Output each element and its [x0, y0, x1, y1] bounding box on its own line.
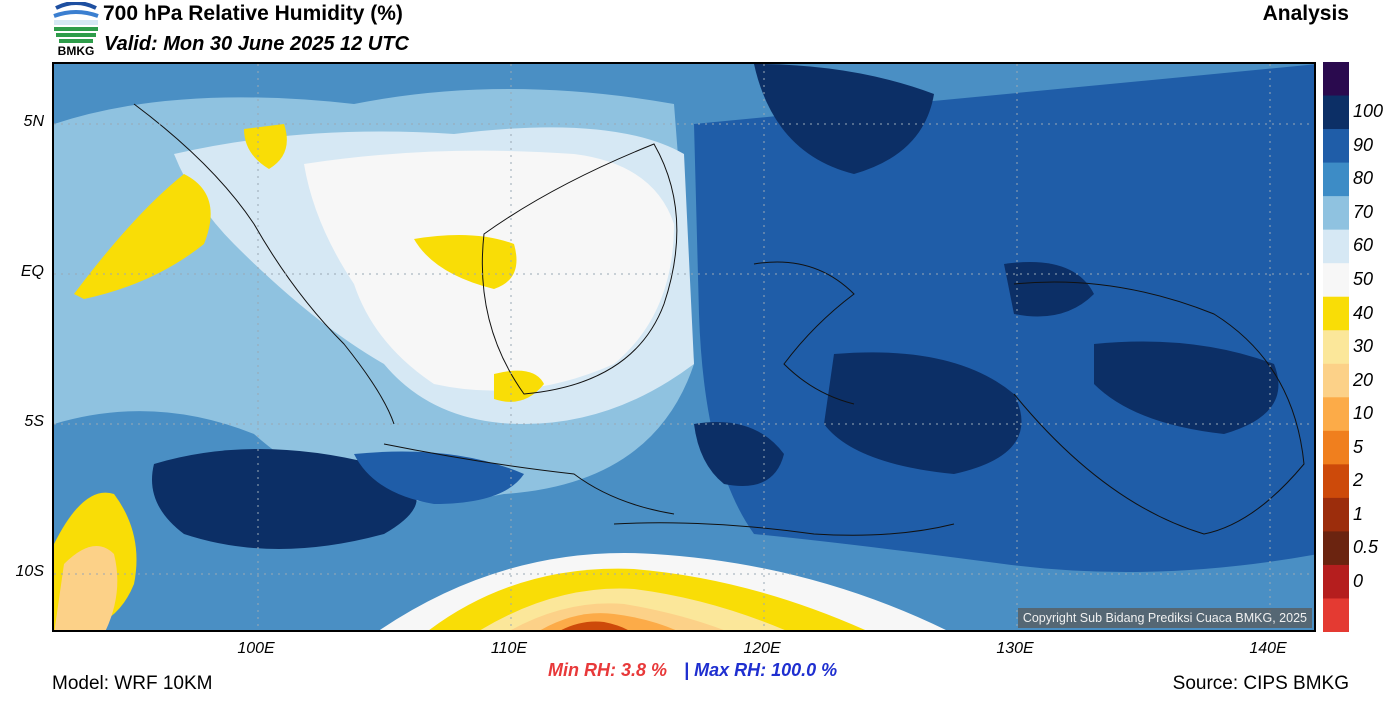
- lon-label-130e: 130E: [996, 640, 1034, 657]
- colorbar-swatch: [1323, 129, 1349, 164]
- colorbar-swatch: [1323, 397, 1349, 432]
- colorbar-label: 100: [1353, 101, 1384, 122]
- colorbar-swatch: [1323, 62, 1349, 97]
- colorbar-label: 40: [1353, 302, 1374, 323]
- source-label: Source: CIPS BMKG: [1172, 673, 1349, 694]
- colorbar-label: 5: [1353, 436, 1364, 457]
- colorbar-label: 30: [1353, 336, 1374, 356]
- colorbar-label: 2: [1353, 470, 1364, 491]
- map-title: 700 hPa Relative Humidity (%): [103, 2, 403, 25]
- min-max-rh: Min RH: 3.8 % | Max RH: 100.0 %: [548, 660, 837, 681]
- colorbar-swatch: [1323, 464, 1349, 499]
- analysis-label: Analysis: [1262, 2, 1349, 25]
- valid-time: Valid: Mon 30 June 2025 12 UTC: [104, 33, 409, 55]
- max-rh: Max RH: 100.0 %: [694, 660, 838, 680]
- lon-label-100e: 100E: [237, 640, 275, 657]
- logo-text: BMKG: [57, 44, 95, 58]
- colorbar-label: 0: [1353, 570, 1364, 591]
- colorbar-swatch: [1323, 196, 1349, 231]
- colorbar-label: 90: [1353, 134, 1374, 155]
- lat-label-5n: 5N: [23, 113, 44, 130]
- colorbar-swatch: [1323, 363, 1349, 398]
- colorbar-swatch: [1323, 598, 1349, 633]
- lat-label-10s: 10S: [15, 563, 44, 580]
- colorbar-swatch: [1323, 564, 1349, 599]
- colorbar-label: 80: [1353, 168, 1374, 189]
- colorbar-label: 1: [1353, 503, 1364, 524]
- humidity-map: Copyright Sub Bidang Prediksi Cuaca BMKG…: [52, 62, 1316, 632]
- colorbar-label: 60: [1353, 235, 1374, 256]
- colorbar: [1323, 62, 1349, 633]
- colorbar-swatch: [1323, 531, 1349, 566]
- lon-label-120e: 120E: [743, 640, 781, 657]
- model-label: Model: WRF 10KM: [52, 673, 213, 694]
- colorbar-label: 10: [1353, 403, 1374, 424]
- colorbar-swatch: [1323, 162, 1349, 197]
- colorbar-swatch: [1323, 497, 1349, 532]
- minmax-separator: |: [684, 660, 690, 680]
- colorbar-label: 20: [1353, 369, 1374, 390]
- colorbar-swatch: [1323, 95, 1349, 130]
- colorbar-label: 50: [1353, 268, 1374, 289]
- lat-label-eq: EQ: [20, 263, 44, 280]
- colorbar-label: 0.5: [1353, 537, 1379, 558]
- colorbar-swatch: [1323, 330, 1349, 365]
- colorbar-swatch: [1323, 430, 1349, 465]
- lon-label-110e: 110E: [490, 640, 528, 657]
- colorbar-swatch: [1323, 263, 1349, 298]
- colorbar-swatch: [1323, 229, 1349, 264]
- min-rh: Min RH: 3.8 %: [548, 660, 668, 680]
- lat-label-5s: 5S: [24, 413, 44, 430]
- copyright-note: Copyright Sub Bidang Prediksi Cuaca BMKG…: [1017, 608, 1312, 628]
- lon-label-140e: 140E: [1249, 640, 1287, 657]
- bmkg-logo: BMKG: [52, 1, 100, 60]
- colorbar-label: 70: [1353, 201, 1374, 222]
- colorbar-swatch: [1323, 296, 1349, 331]
